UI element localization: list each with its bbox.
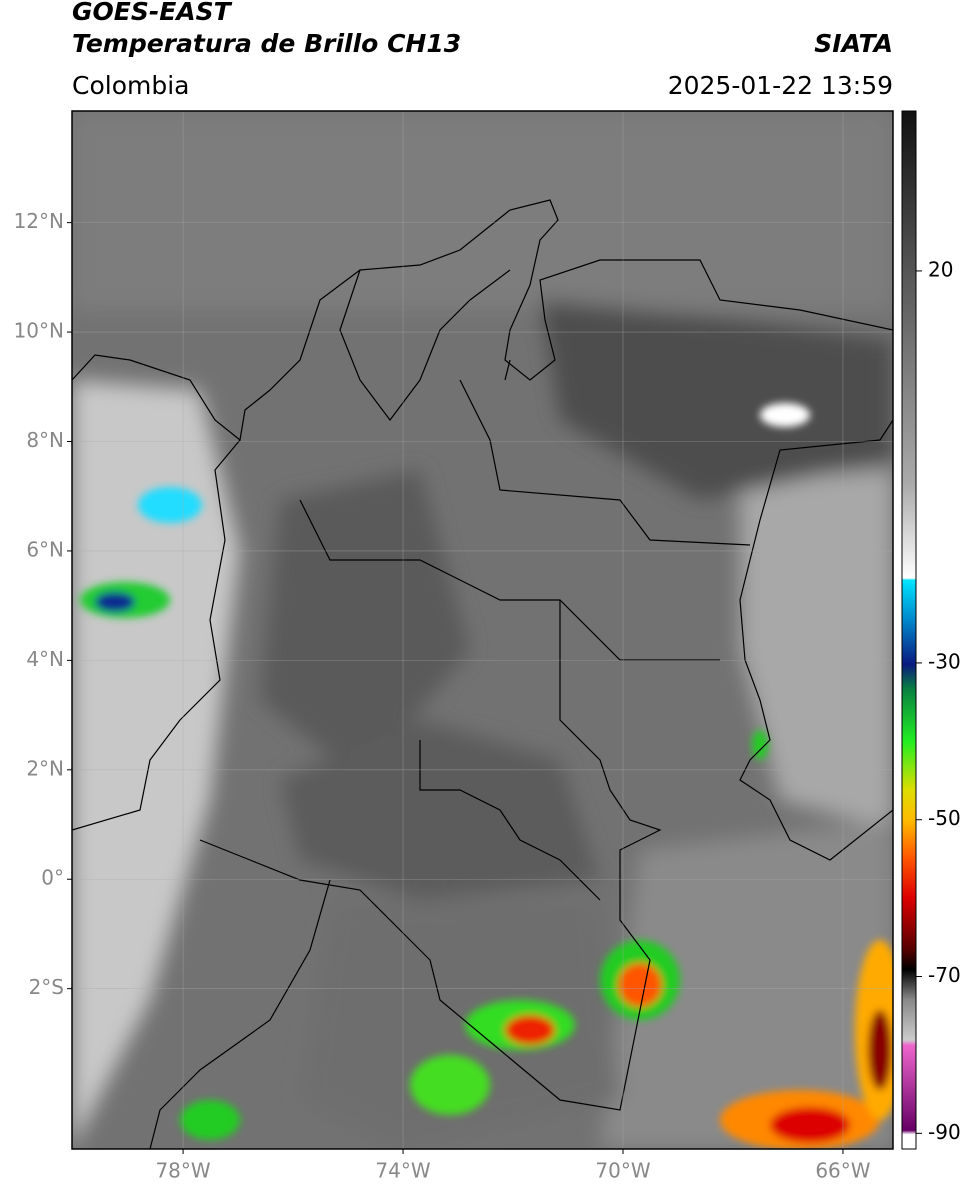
lat-tick-label: 12°N xyxy=(14,209,64,233)
colorbar-tick-label: -30 xyxy=(928,649,961,673)
lon-tick-label: 78°W xyxy=(155,1159,210,1183)
datetime: 2025-01-22 13:59 xyxy=(668,71,893,100)
lat-tick-label: 2°S xyxy=(29,975,64,999)
colorbar-tick-label: -70 xyxy=(928,963,961,987)
lat-tick-label: 2°N xyxy=(26,756,64,780)
lat-tick-label: 8°N xyxy=(26,428,64,452)
lat-tick-label: 4°N xyxy=(26,647,64,671)
lat-tick-label: 10°N xyxy=(14,319,64,343)
lon-tick-label: 66°W xyxy=(815,1159,870,1183)
colorbar-tick-label: -50 xyxy=(928,806,961,830)
lat-tick-label: 0° xyxy=(41,866,64,890)
lat-tick-label: 6°N xyxy=(26,537,64,561)
title: GOES-EAST xyxy=(72,0,233,26)
colorbar-tick-label: -90 xyxy=(928,1120,961,1144)
map-frame xyxy=(71,110,894,1150)
region: Colombia xyxy=(72,71,189,100)
satellite-image xyxy=(72,111,893,1149)
source: SIATA xyxy=(814,29,893,58)
lon-tick-label: 74°W xyxy=(375,1159,430,1183)
lon-tick-label: 70°W xyxy=(595,1159,650,1183)
graticule xyxy=(72,111,893,1149)
subtitle: Temperatura de Brillo CH13 xyxy=(72,29,461,58)
colorbar-tick-label: 20 xyxy=(928,257,953,281)
colorbar xyxy=(901,110,917,1150)
